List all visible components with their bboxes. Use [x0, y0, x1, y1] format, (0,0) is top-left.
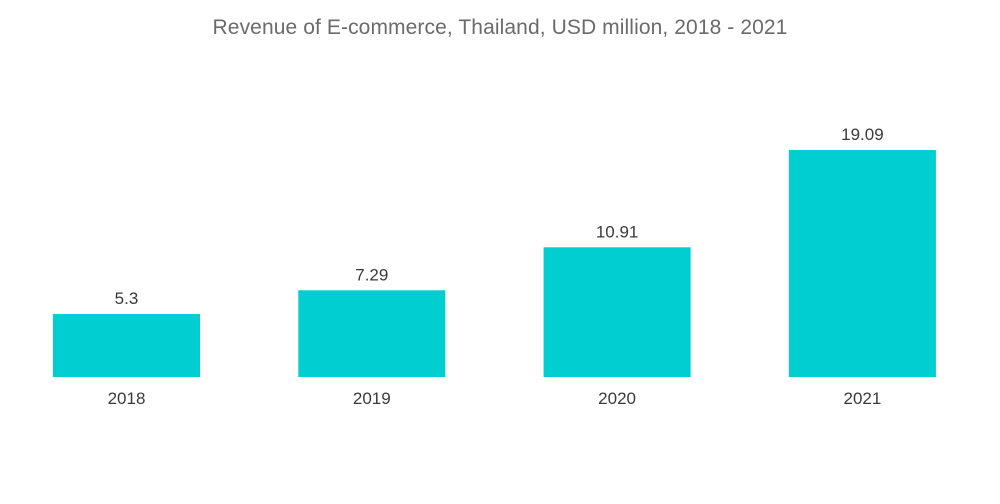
value-labels-layer: 5.3 7.29 10.91 19.09 [115, 125, 884, 308]
bar-2018 [53, 314, 200, 377]
x-tick-label-2018: 2018 [108, 389, 146, 408]
bar-2021 [788, 150, 936, 377]
x-tick-label-2019: 2019 [353, 389, 391, 408]
bars-layer [53, 150, 936, 377]
bar-2020 [543, 247, 691, 377]
x-tick-label-2020: 2020 [598, 389, 636, 408]
bar-2019 [298, 290, 446, 377]
value-label-2020: 10.91 [596, 222, 639, 241]
value-label-2021: 19.09 [841, 125, 884, 144]
value-label-2019: 7.29 [355, 265, 388, 284]
value-label-2018: 5.3 [115, 289, 139, 308]
chart-title: Revenue of E-commerce, Thailand, USD mil… [212, 16, 788, 39]
x-tick-labels-layer: 2018 2019 2020 2021 [108, 389, 882, 408]
x-tick-label-2021: 2021 [843, 389, 881, 408]
